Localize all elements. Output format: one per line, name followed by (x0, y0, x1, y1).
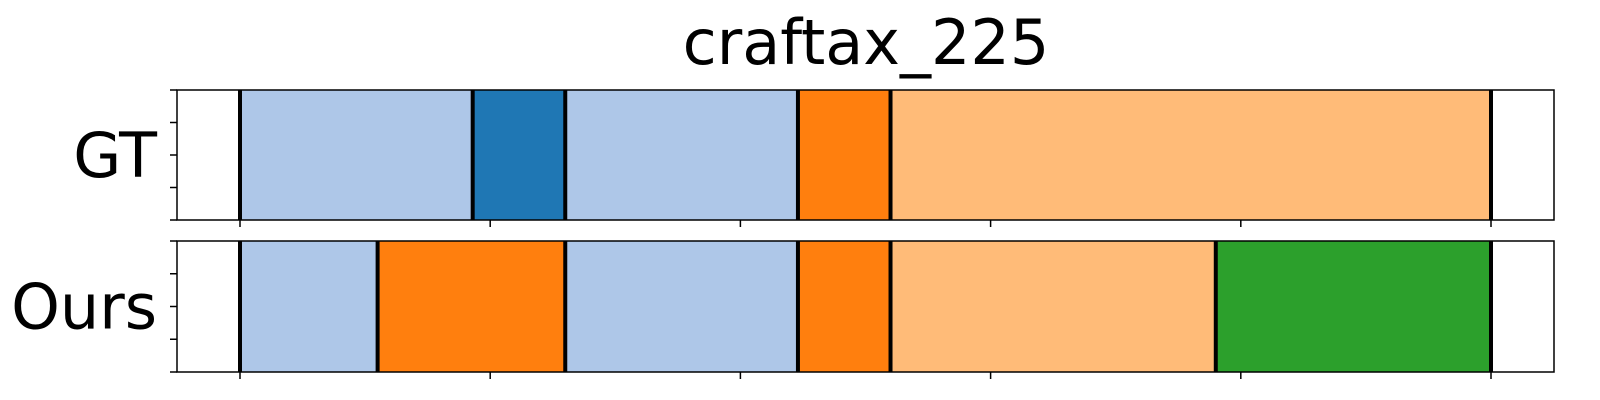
segment-ours-1 (240, 241, 378, 372)
segment-gt-2 (472, 90, 566, 220)
segment-gt-1 (240, 90, 473, 220)
segment-ours-2 (377, 241, 566, 372)
segment-ours-3 (565, 241, 798, 372)
segment-ours-6 (1215, 241, 1491, 372)
row-label-gt: GT (73, 119, 158, 192)
segment-gt-5 (890, 90, 1491, 220)
row-ours: Ours (11, 240, 1555, 379)
segment-gt-3 (565, 90, 798, 220)
segment-ours-5 (890, 241, 1216, 372)
segment-gt-4 (797, 90, 891, 220)
row-gt: GT (73, 89, 1555, 227)
rows-layer: GT Ours (11, 89, 1555, 379)
row-label-ours: Ours (11, 271, 157, 344)
chart-title: craftax_225 (683, 6, 1050, 79)
segment-ours-4 (797, 241, 891, 372)
